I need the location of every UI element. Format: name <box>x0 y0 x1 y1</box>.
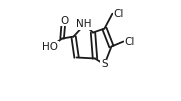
Text: NH: NH <box>76 19 92 29</box>
Text: HO: HO <box>42 42 58 52</box>
Text: Cl: Cl <box>113 9 124 19</box>
Text: O: O <box>60 16 69 26</box>
Text: Cl: Cl <box>124 37 135 47</box>
Text: S: S <box>101 59 108 69</box>
